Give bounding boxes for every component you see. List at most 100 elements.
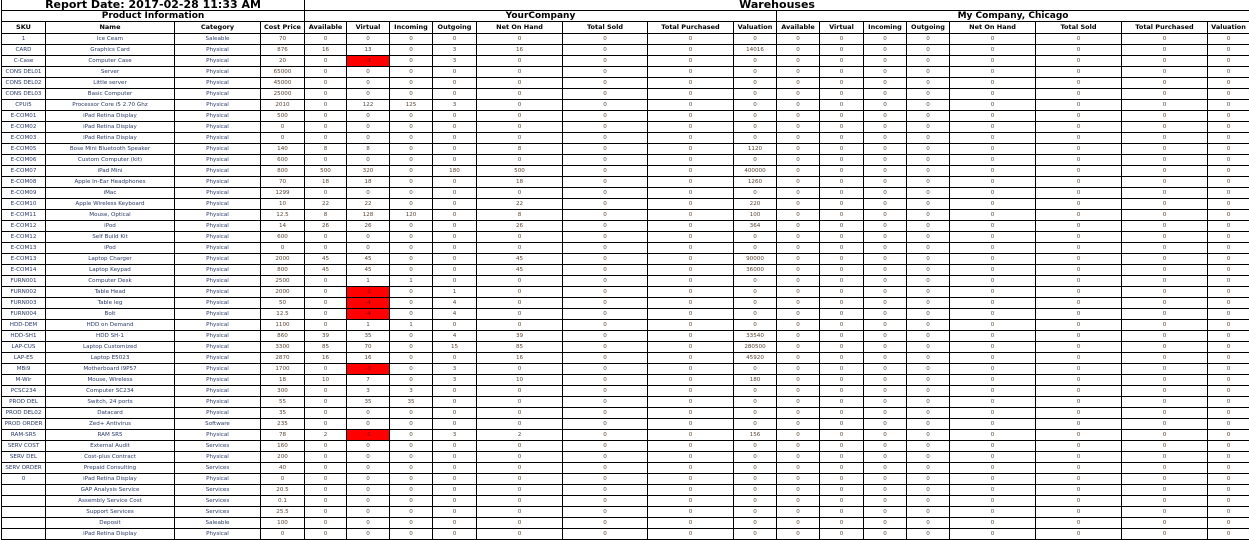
w2-cell-total-sold: 0 bbox=[1036, 111, 1122, 122]
cell-cost-price: 500 bbox=[261, 111, 305, 122]
cell-name: Computer Desk bbox=[46, 276, 175, 287]
w1-cell-valuation: 0 bbox=[734, 122, 777, 133]
cell-name: iPad Retina Display bbox=[46, 111, 175, 122]
w2-cell-incoming: 0 bbox=[864, 254, 907, 265]
w1-cell-total-purchased: 0 bbox=[648, 177, 734, 188]
w2-cell-outgoing: 0 bbox=[907, 45, 950, 56]
w2-cell-total-purchased: 0 bbox=[1122, 353, 1208, 364]
w1-cell-virtual: 0 bbox=[347, 122, 390, 133]
cell-name: Support Services bbox=[46, 507, 175, 518]
w1-cell-valuation: 0 bbox=[734, 111, 777, 122]
w2-cell-virtual: 0 bbox=[820, 144, 864, 155]
w1-cell-outgoing: 1 bbox=[433, 287, 477, 298]
w1-cell-outgoing: 0 bbox=[433, 232, 477, 243]
w1-cell-total-sold: 0 bbox=[563, 287, 648, 298]
w1-cell-virtual: 13 bbox=[347, 45, 390, 56]
w1-cell-net-on-hand: 0 bbox=[477, 496, 563, 507]
cell-name: iMac bbox=[46, 188, 175, 199]
w2-cell-total-sold: 0 bbox=[1036, 177, 1122, 188]
w1-cell-virtual: 0 bbox=[347, 89, 390, 100]
w1-cell-incoming: 0 bbox=[390, 463, 433, 474]
w1-cell-outgoing: 0 bbox=[433, 408, 477, 419]
w2-cell-net-on-hand: 0 bbox=[950, 298, 1036, 309]
cell-name: Bose Mini Bluetooth Speaker bbox=[46, 144, 175, 155]
cell-category: Physical bbox=[175, 166, 261, 177]
w2-cell-total-sold: 0 bbox=[1036, 408, 1122, 419]
w1-cell-total-sold: 0 bbox=[563, 34, 648, 45]
w1-cell-incoming: 0 bbox=[390, 188, 433, 199]
w2-cell-outgoing: 0 bbox=[907, 441, 950, 452]
w1-cell-net-on-hand: 0 bbox=[477, 232, 563, 243]
w2-cell-incoming: 0 bbox=[864, 89, 907, 100]
w2-cell-valuation: 0 bbox=[1208, 320, 1249, 331]
w1-cell-incoming: 0 bbox=[390, 199, 433, 210]
w2-cell-outgoing: 0 bbox=[907, 463, 950, 474]
w1-cell-valuation: 0 bbox=[734, 67, 777, 78]
w1-cell-total-sold: 0 bbox=[563, 441, 648, 452]
w2-cell-outgoing: 0 bbox=[907, 89, 950, 100]
w1-cell-net-on-hand: 0 bbox=[477, 518, 563, 529]
w2-cell-valuation: 0 bbox=[1208, 243, 1249, 254]
w1-cell-outgoing: 0 bbox=[433, 463, 477, 474]
w2-cell-incoming: 0 bbox=[864, 320, 907, 331]
w2-cell-incoming: 0 bbox=[864, 177, 907, 188]
w1-cell-total-purchased: 0 bbox=[648, 45, 734, 56]
w2-cell-total-sold: 0 bbox=[1036, 485, 1122, 496]
w1-cell-total-sold: 0 bbox=[563, 485, 648, 496]
w2-cell-valuation: 0 bbox=[1208, 276, 1249, 287]
cell-sku: M-Wir bbox=[2, 375, 46, 386]
w2-cell-outgoing: 0 bbox=[907, 100, 950, 111]
cell-cost-price: 2500 bbox=[261, 276, 305, 287]
w2-cell-virtual: 0 bbox=[820, 243, 864, 254]
w2-cell-incoming: 0 bbox=[864, 133, 907, 144]
w2-cell-virtual: 0 bbox=[820, 353, 864, 364]
w2-cell-total-purchased: 0 bbox=[1122, 507, 1208, 518]
cell-cost-price: 14 bbox=[261, 221, 305, 232]
w2-cell-total-purchased: 0 bbox=[1122, 254, 1208, 265]
w2-cell-net-on-hand: 0 bbox=[950, 408, 1036, 419]
w1-cell-total-sold: 0 bbox=[563, 353, 648, 364]
w2-cell-net-on-hand: 0 bbox=[950, 364, 1036, 375]
w1-cell-total-sold: 0 bbox=[563, 298, 648, 309]
column-header-category: Category bbox=[175, 22, 261, 34]
w2-cell-outgoing: 0 bbox=[907, 265, 950, 276]
w1-cell-total-purchased: 0 bbox=[648, 276, 734, 287]
w2-cell-outgoing: 0 bbox=[907, 188, 950, 199]
w2-cell-net-on-hand: 0 bbox=[950, 331, 1036, 342]
w2-cell-outgoing: 0 bbox=[907, 166, 950, 177]
w1-cell-net-on-hand: 0 bbox=[477, 89, 563, 100]
w1-cell-available: 0 bbox=[305, 133, 347, 144]
w2-cell-incoming: 0 bbox=[864, 342, 907, 353]
w2-cell-valuation: 0 bbox=[1208, 452, 1249, 463]
w2-cell-incoming: 0 bbox=[864, 452, 907, 463]
w1-cell-outgoing: 0 bbox=[433, 353, 477, 364]
w2-cell-available: 0 bbox=[777, 34, 820, 45]
w2-cell-available: 0 bbox=[777, 56, 820, 67]
w1-cell-virtual: 45 bbox=[347, 254, 390, 265]
cell-sku: E-COM02 bbox=[2, 122, 46, 133]
w2-cell-available: 0 bbox=[777, 298, 820, 309]
w2-cell-total-purchased: 0 bbox=[1122, 364, 1208, 375]
w1-cell-incoming: 0 bbox=[390, 430, 433, 441]
w1-cell-incoming: 0 bbox=[390, 474, 433, 485]
w2-cell-total-purchased: 0 bbox=[1122, 67, 1208, 78]
w1-cell-outgoing: 0 bbox=[433, 386, 477, 397]
w2-cell-virtual: 0 bbox=[820, 463, 864, 474]
cell-cost-price: 70 bbox=[261, 34, 305, 45]
w1-cell-net-on-hand: 8 bbox=[477, 210, 563, 221]
cell-category: Physical bbox=[175, 364, 261, 375]
w1-cell-net-on-hand: 22 bbox=[477, 199, 563, 210]
w2-column-header-net-on-hand: Net On Hand bbox=[950, 22, 1036, 34]
w2-cell-available: 0 bbox=[777, 221, 820, 232]
w1-cell-incoming: 0 bbox=[390, 496, 433, 507]
w2-cell-total-purchased: 0 bbox=[1122, 320, 1208, 331]
w2-cell-outgoing: 0 bbox=[907, 507, 950, 518]
w2-cell-virtual: 0 bbox=[820, 78, 864, 89]
cell-sku: E-COM07 bbox=[2, 166, 46, 177]
